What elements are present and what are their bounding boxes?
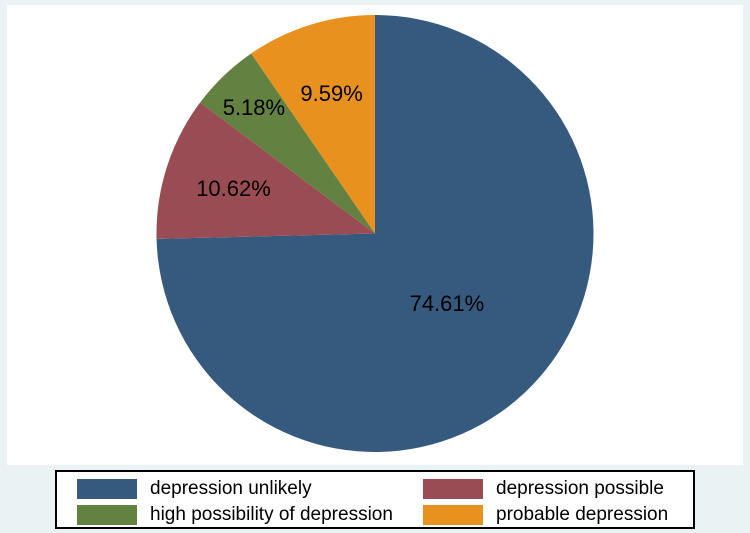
pie-slice-value-label-high-possibility-of-depression: 5.18%	[223, 95, 285, 120]
legend-swatch-probable-depression	[423, 505, 483, 525]
legend-swatch-high-possibility-of-depression	[77, 505, 137, 525]
legend-item-depression-possible: depression possible	[423, 478, 693, 500]
pie-slice-high-possibility-of-depression	[200, 53, 375, 234]
pie-slice-value-label-probable-depression: 9.59%	[300, 81, 362, 106]
legend-label-depression-possible: depression possible	[496, 478, 664, 499]
legend-label-high-possibility-of-depression: high possibility of depression	[150, 504, 393, 525]
pie-slice-value-label-depression-possible: 10.62%	[196, 176, 271, 201]
pie-slice-depression-unlikely	[156, 15, 594, 452]
pie-slice-depression-possible	[156, 102, 375, 239]
pie-slice-value-label-depression-unlikely: 74.61%	[410, 291, 485, 316]
legend-label-probable-depression: probable depression	[496, 504, 669, 525]
legend-item-high-possibility-of-depression: high possibility of depression	[77, 504, 423, 526]
legend-swatch-depression-unlikely	[77, 479, 137, 499]
legend-swatch-depression-possible	[423, 479, 483, 499]
legend-label-depression-unlikely: depression unlikely	[150, 478, 312, 499]
legend-item-depression-unlikely: depression unlikely	[77, 478, 423, 500]
legend: depression unlikely depression possible …	[55, 470, 695, 529]
pie-slice-probable-depression	[251, 15, 375, 234]
legend-item-probable-depression: probable depression	[423, 504, 693, 526]
